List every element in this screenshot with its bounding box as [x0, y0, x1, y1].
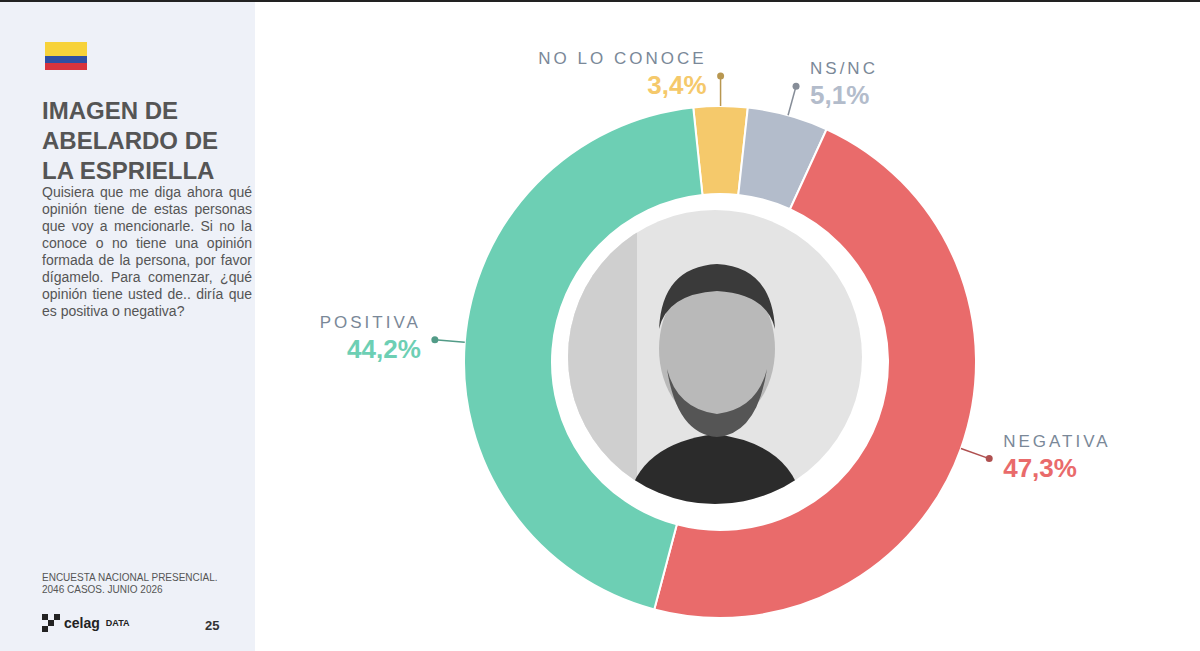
- svg-text:NEGATIVA: NEGATIVA: [1003, 432, 1110, 451]
- svg-text:POSITIVA: POSITIVA: [320, 313, 421, 332]
- svg-text:3,4%: 3,4%: [647, 70, 706, 100]
- html-text:ENCUESTA NACIONAL PRESENCIAL.: ENCUESTA NACIONAL PRESENCIAL.: [42, 572, 218, 583]
- svg-text:44,2%: 44,2%: [347, 334, 421, 364]
- html-text:2046 CASOS. JUNIO 2026: 2046 CASOS. JUNIO 2026: [42, 584, 163, 595]
- html-text:IMAGEN DE ABELARDO DE LA ESPRI: IMAGEN DE ABELARDO DE LA ESPRIELLA: [42, 97, 218, 184]
- svg-text:5,1%: 5,1%: [810, 80, 869, 110]
- html-text:Quisiera que me diga ahora qué: Quisiera que me diga ahora qué opinión t…: [42, 184, 252, 319]
- svg-text:NO LO CONOCE: NO LO CONOCE: [538, 49, 706, 68]
- svg-text:47,3%: 47,3%: [1003, 453, 1077, 483]
- svg-text:NS/NC: NS/NC: [810, 59, 878, 78]
- html-text:celag DATA: celag DATA: [64, 615, 130, 631]
- html-text:25: 25: [205, 618, 220, 633]
